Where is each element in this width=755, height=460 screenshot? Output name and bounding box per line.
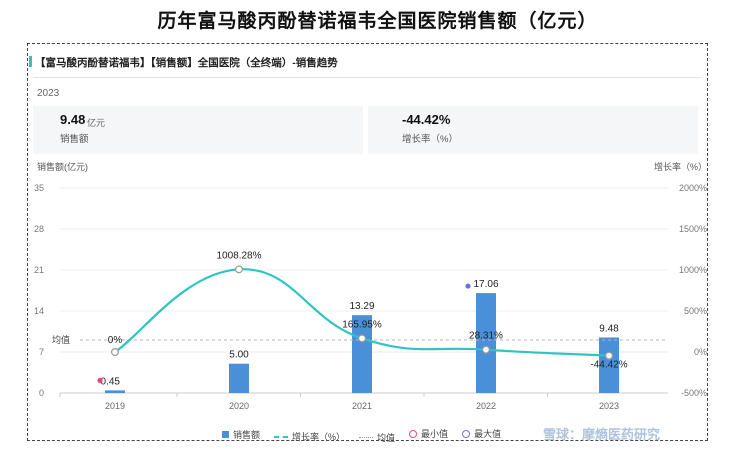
- metric-sales-unit: 亿元: [87, 118, 106, 128]
- y-left-axis-title: 销售额(亿元): [37, 162, 88, 172]
- y-right-tick-label: -500%: [681, 388, 707, 398]
- growth-point: [482, 345, 491, 354]
- metric-card-sales: [33, 106, 363, 154]
- y-left-tick-label: 21: [34, 265, 44, 275]
- legend-label: 最小值: [421, 429, 449, 439]
- y-right-tick-label: 1000%: [679, 265, 707, 275]
- bar: [352, 315, 372, 393]
- year-label: 2023: [37, 88, 60, 99]
- bar-data-label: 0.45: [101, 376, 121, 387]
- legend-item[interactable]: 最小值: [409, 427, 448, 440]
- max-marker: [465, 283, 471, 289]
- x-tick-label: 2022: [476, 401, 496, 411]
- legend-label: 增长率（%）: [292, 432, 346, 442]
- metric-sales-value: 9.48: [60, 112, 86, 127]
- x-tick-label: 2023: [599, 401, 619, 411]
- panel-title: 【富马酸丙酚替诺福韦】【销售额】全国医院（全终端）-销售趋势: [29, 56, 338, 69]
- growth-data-label: -44.42%: [590, 360, 627, 371]
- bar: [476, 293, 496, 393]
- x-tick-label: 2021: [352, 401, 372, 411]
- growth-data-label: 165.95%: [342, 319, 382, 330]
- bar: [599, 337, 619, 393]
- y-right-axis-title: 增长率（%）: [654, 162, 708, 172]
- metric-card-growth: [368, 106, 698, 154]
- x-tick-label: 2020: [229, 401, 249, 411]
- legend-label: 销售额: [233, 429, 261, 440]
- y-left-tick-label: 0: [39, 388, 44, 398]
- growth-data-label: 0%: [108, 335, 123, 346]
- growth-point: [358, 334, 367, 343]
- y-right-tick-label: 1500%: [679, 224, 707, 234]
- growth-point: [110, 348, 119, 357]
- bar: [105, 390, 125, 393]
- growth-data-label: 28.31%: [469, 331, 503, 342]
- y-right-tick-label: 0%: [694, 347, 707, 357]
- legend-label: 最大值: [474, 429, 502, 439]
- legend-item[interactable]: 销售额: [222, 428, 260, 441]
- y-left-tick-label: 14: [34, 306, 44, 316]
- legend-label: 均值: [377, 432, 396, 443]
- bar-data-label: 17.06: [473, 279, 498, 290]
- bar: [229, 363, 249, 393]
- min-marker: [97, 377, 103, 383]
- x-tick-label: 2019: [105, 401, 125, 411]
- y-left-tick-label: 35: [34, 183, 44, 193]
- watermark: 雪球：摩熵医药研究: [543, 427, 661, 442]
- y-right-tick-label: 2000%: [679, 183, 707, 193]
- legend-item[interactable]: 均值: [359, 431, 395, 444]
- metric-growth-label: 增长率（%）: [402, 134, 458, 145]
- y-left-tick-label: 7: [39, 347, 44, 357]
- metric-growth-value: -44.42%: [402, 112, 451, 127]
- y-right-tick-label: 500%: [684, 306, 707, 316]
- legend-item[interactable]: 增长率（%）: [274, 430, 345, 443]
- chart-legend: 销售额 增长率（%） 均值 最小值 最大值: [222, 427, 515, 444]
- growth-point: [604, 351, 613, 360]
- chart-frame: [27, 43, 708, 441]
- average-label: 均值: [52, 334, 70, 345]
- y-left-tick-label: 28: [34, 224, 44, 234]
- legend-item[interactable]: 最大值: [462, 427, 501, 440]
- metric-sales-label: 销售额: [60, 134, 89, 145]
- growth-point: [235, 265, 244, 274]
- growth-data-label: 1008.28%: [216, 250, 261, 261]
- bar-data-label: 13.29: [349, 301, 374, 312]
- bar-data-label: 5.00: [229, 350, 249, 361]
- page-title: 历年富马酸丙酚替诺福韦全国医院销售额（亿元）: [157, 10, 598, 32]
- bar-data-label: 9.48: [599, 323, 619, 334]
- divider: [33, 77, 701, 78]
